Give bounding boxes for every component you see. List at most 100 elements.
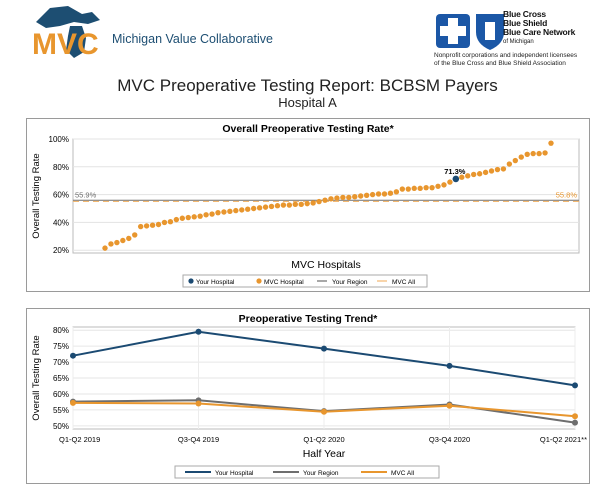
mvc-hospital-point xyxy=(381,191,388,197)
legend-label: Your Region xyxy=(332,279,368,286)
mvc-hospital-point xyxy=(286,202,293,208)
bcbs-of-michigan: of Michigan xyxy=(503,39,534,45)
mvc-hospital-point xyxy=(304,200,310,207)
mvc-hospital-point xyxy=(126,235,132,242)
bcbs-name-line: Blue Shield xyxy=(503,18,548,28)
series-point xyxy=(70,399,76,406)
scatter-panel: Overall Preoperative Testing Rate* 20% 40%… xyxy=(26,118,590,292)
series-point xyxy=(321,345,327,352)
y-axis-label: Overall Testing Rate xyxy=(31,335,42,420)
bcbs-name: Blue Cross Blue Shield Blue Care Network xyxy=(503,10,575,37)
mvc-hospital-point xyxy=(358,193,364,199)
mvc-hospital-point xyxy=(465,173,471,179)
mvc-hospital-point xyxy=(393,189,400,195)
x-tick-label: Q3-Q4 2019 xyxy=(178,435,219,444)
mvc-hospital-point xyxy=(155,221,162,228)
series-point xyxy=(572,382,578,389)
series-point xyxy=(70,352,76,359)
y-tick-label: 80% xyxy=(53,326,69,335)
mvc-hospital-point xyxy=(423,184,429,191)
series-point xyxy=(446,362,453,369)
mvc-hospital-point xyxy=(542,150,548,156)
mvc-hospital-point xyxy=(310,200,316,206)
y-tick-label: 20% xyxy=(53,246,69,255)
x-tick-label: Q1-Q2 2021** xyxy=(540,435,587,444)
mvc-hospital-point xyxy=(132,232,138,238)
mvc-hospital-point xyxy=(256,205,263,211)
mvc-hospital-point xyxy=(512,157,519,164)
series-point xyxy=(195,400,202,407)
y-tick-label: 60% xyxy=(53,390,69,399)
mvc-hospital-point xyxy=(363,192,370,199)
mvc-hospital-point xyxy=(102,245,108,251)
mvc-hospital-point xyxy=(173,216,180,223)
mvc-hospital-point xyxy=(262,204,269,210)
scatter-legend: Your Hospital MVC Hospital Your Region MVC … xyxy=(182,274,428,288)
series-point xyxy=(195,328,202,335)
mvc-hospital-point xyxy=(524,151,530,157)
bcbs-logo xyxy=(436,14,504,50)
mvc-hospital-point xyxy=(530,150,536,157)
x-tick-label: Q1-Q2 2020 xyxy=(303,435,344,444)
mvc-hospital-point xyxy=(120,237,126,244)
mvc-hospital-point xyxy=(387,190,394,196)
x-tick-label: Q1-Q2 2019 xyxy=(59,435,100,444)
mvc-hospital-point xyxy=(352,193,358,200)
mvc-hospital-point xyxy=(500,166,507,172)
y-tick-label: 70% xyxy=(53,358,69,367)
y-tick-label: 55% xyxy=(53,406,69,415)
mvc-hospital-point xyxy=(197,213,203,219)
mvc-hospital-point xyxy=(203,212,209,218)
legend-marker xyxy=(256,278,262,284)
mvc-hospital-point xyxy=(298,201,304,208)
michigan-map-icon xyxy=(36,6,100,28)
mvc-hospital-point xyxy=(239,207,245,213)
mvc-logo: MVC xyxy=(32,6,100,60)
mvc-hospital-point xyxy=(518,154,524,160)
mvc-hospital-point xyxy=(405,186,411,192)
your-hospital-point xyxy=(452,175,460,183)
bcbs-note-line: of the Blue Cross and Blue Shield Associ… xyxy=(434,59,566,67)
series-point xyxy=(321,408,327,415)
mvc-hospital-point xyxy=(411,185,417,192)
mvc-hospital-point xyxy=(227,208,233,214)
mvc-hospital-point xyxy=(233,207,239,214)
mvc-hospital-point xyxy=(447,179,453,185)
chart-title: Preoperative Testing Trend* xyxy=(239,313,379,325)
legend-label: Your Region xyxy=(303,470,339,477)
mvc-hospital-point xyxy=(482,169,489,176)
mvc-hospital-point xyxy=(429,184,435,191)
plot-area xyxy=(72,138,580,254)
mvc-hospital-point xyxy=(274,203,281,209)
y-tick-label: 75% xyxy=(53,342,69,351)
mvc-logo-letters: MVC xyxy=(32,28,99,60)
mvc-hospital-point xyxy=(280,202,287,208)
mvc-hospital-point xyxy=(191,214,197,220)
mvc-hospital-point xyxy=(167,219,174,225)
y-tick-label: 100% xyxy=(49,135,69,144)
mvc-hospital-point xyxy=(292,201,298,208)
bcbs-note: Nonprofit corporations and independent l… xyxy=(434,52,614,67)
mvc-hospital-point xyxy=(506,161,513,167)
mvc-hospital-point xyxy=(114,239,120,246)
mvc-hospital-point xyxy=(215,209,221,216)
x-axis-label: Half Year xyxy=(303,448,346,460)
report-subtitle: Hospital A xyxy=(278,95,337,110)
mvc-hospital-point xyxy=(488,168,495,174)
series-point xyxy=(572,413,578,420)
mvc-hospital-point xyxy=(548,140,554,146)
mvc-hospital-point xyxy=(185,214,191,221)
mvc-hospital-point xyxy=(209,211,215,217)
trend-panel: Preoperative Testing Trend* 50% 55% 60% 65% 7… xyxy=(26,308,590,484)
mvc-hospital-point xyxy=(346,194,352,201)
mvc-hospital-point xyxy=(375,191,382,197)
bcbs-note-line: Nonprofit corporations and independent l… xyxy=(434,52,578,59)
mvc-hospital-point xyxy=(322,197,328,203)
mvc-hospital-point xyxy=(494,166,501,173)
trend-chart: Preoperative Testing Trend* 50% 55% 60% 65% 7… xyxy=(31,313,587,479)
mvc-name: Michigan Value Collaborative xyxy=(112,32,273,46)
legend-marker xyxy=(188,278,194,284)
series-point xyxy=(446,402,453,409)
chart-title: Overall Preoperative Testing Rate* xyxy=(222,123,394,135)
blue-shield-icon xyxy=(476,14,504,50)
